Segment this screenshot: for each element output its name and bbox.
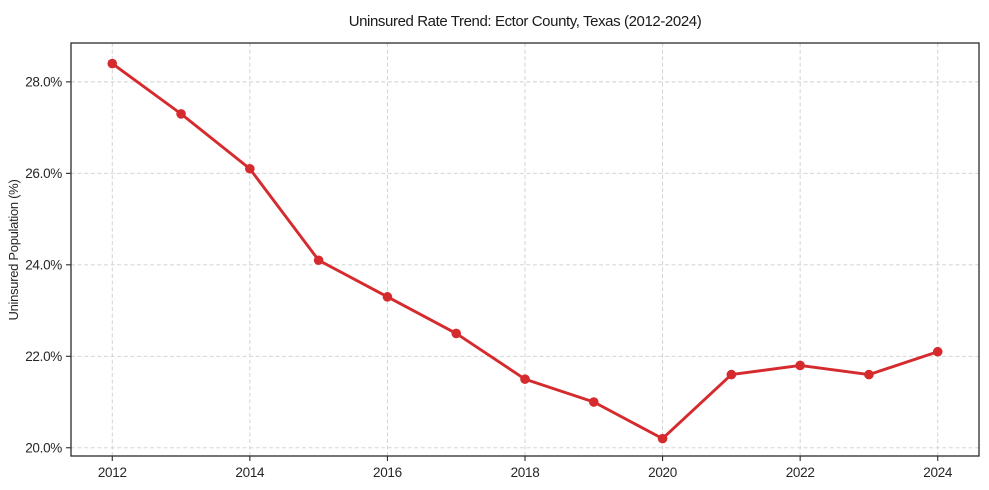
data-point bbox=[588, 397, 599, 407]
grid-layer bbox=[71, 43, 979, 456]
x-tick-label: 2018 bbox=[511, 465, 540, 480]
data-point bbox=[657, 433, 668, 444]
x-tick-label: 2022 bbox=[786, 465, 815, 480]
data-point bbox=[245, 163, 255, 174]
chart-title: Uninsured Rate Trend: Ector County, Texa… bbox=[349, 13, 702, 30]
data-point bbox=[313, 255, 324, 266]
data-point bbox=[864, 369, 874, 380]
x-tick-label: 2016 bbox=[373, 465, 402, 480]
y-axis-label: Uninsured Population (%) bbox=[6, 180, 21, 321]
y-tick-label: 28.0% bbox=[25, 75, 62, 90]
x-tick-label: 2020 bbox=[648, 465, 677, 480]
data-point bbox=[726, 369, 737, 380]
data-layer bbox=[107, 58, 943, 444]
x-tick-label: 2012 bbox=[98, 465, 127, 480]
data-point bbox=[451, 328, 462, 339]
data-point bbox=[932, 346, 943, 357]
data-point bbox=[176, 109, 186, 119]
data-point bbox=[107, 58, 118, 69]
data-point bbox=[520, 374, 530, 384]
y-tick-label: 22.0% bbox=[25, 349, 62, 364]
x-tick-label: 2014 bbox=[235, 465, 265, 480]
data-point bbox=[382, 292, 393, 302]
y-tick-label: 20.0% bbox=[25, 440, 62, 455]
axis-layer: 2012 2014 2016 2018 2020 2022 2024 20.0% 22.0% 24… bbox=[25, 42, 980, 480]
y-tick-label: 24.0% bbox=[25, 258, 62, 273]
x-tick-label: 2024 bbox=[923, 465, 953, 480]
data-point bbox=[795, 360, 805, 371]
y-tick-label: 26.0% bbox=[25, 166, 62, 181]
